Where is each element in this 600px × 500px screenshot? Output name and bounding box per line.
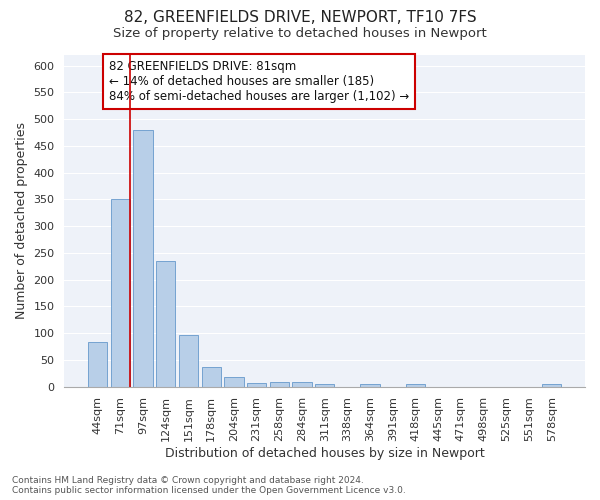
Text: Contains HM Land Registry data © Crown copyright and database right 2024.
Contai: Contains HM Land Registry data © Crown c… — [12, 476, 406, 495]
Bar — [292, 382, 311, 386]
Bar — [315, 384, 334, 386]
Text: 82, GREENFIELDS DRIVE, NEWPORT, TF10 7FS: 82, GREENFIELDS DRIVE, NEWPORT, TF10 7FS — [124, 10, 476, 25]
Text: 82 GREENFIELDS DRIVE: 81sqm
← 14% of detached houses are smaller (185)
84% of se: 82 GREENFIELDS DRIVE: 81sqm ← 14% of det… — [109, 60, 409, 103]
Bar — [247, 383, 266, 386]
Bar — [202, 367, 221, 386]
Bar — [88, 342, 107, 386]
Bar — [269, 382, 289, 386]
Bar — [133, 130, 153, 386]
Bar — [361, 384, 380, 386]
Bar — [542, 384, 562, 386]
Bar — [406, 384, 425, 386]
Text: Size of property relative to detached houses in Newport: Size of property relative to detached ho… — [113, 28, 487, 40]
Bar — [179, 334, 198, 386]
Y-axis label: Number of detached properties: Number of detached properties — [15, 122, 28, 320]
X-axis label: Distribution of detached houses by size in Newport: Distribution of detached houses by size … — [165, 447, 485, 460]
Bar — [156, 261, 175, 386]
Bar — [111, 200, 130, 386]
Bar — [224, 377, 244, 386]
